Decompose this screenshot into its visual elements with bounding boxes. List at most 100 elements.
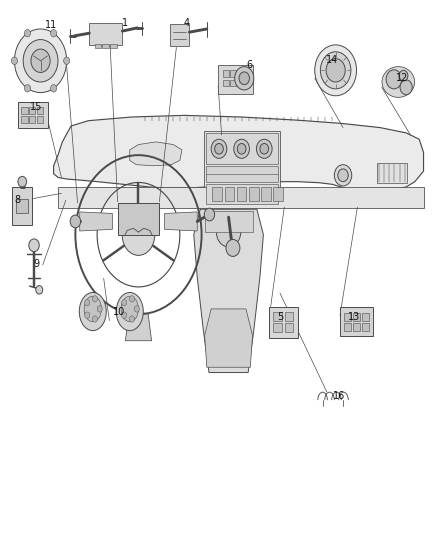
Ellipse shape [382,67,415,98]
Bar [218,65,253,94]
Bar [58,187,424,208]
Text: 11: 11 [45,20,57,30]
Circle shape [50,29,57,37]
Circle shape [11,57,18,64]
Polygon shape [165,212,197,231]
Circle shape [211,139,227,158]
Bar [261,187,271,201]
Circle shape [215,143,223,154]
Polygon shape [53,115,424,191]
Text: 5: 5 [277,312,283,322]
Circle shape [25,85,31,92]
Bar [21,107,28,114]
Bar [170,23,189,46]
Bar [353,313,360,320]
Bar [206,133,278,164]
Polygon shape [194,209,263,373]
Circle shape [92,296,98,302]
Bar [223,70,229,77]
Text: 10: 10 [113,306,125,317]
Bar [29,116,35,123]
Bar [362,323,369,331]
Bar [285,323,293,332]
Bar [344,323,351,331]
Polygon shape [125,313,152,341]
Bar [117,203,159,235]
Bar [95,44,102,48]
Circle shape [239,72,250,85]
Bar [89,22,122,45]
Bar [21,116,28,123]
Circle shape [400,80,412,95]
Circle shape [25,29,31,37]
Circle shape [234,139,250,158]
Text: 15: 15 [30,102,42,112]
Circle shape [204,208,215,221]
Text: 13: 13 [348,312,360,322]
Circle shape [399,70,408,81]
Circle shape [129,296,134,302]
Text: 6: 6 [247,60,253,70]
Circle shape [129,316,134,322]
Bar [340,308,373,336]
Bar [110,44,117,48]
Circle shape [134,306,139,312]
Circle shape [85,312,90,318]
Bar [212,187,222,201]
Bar [344,313,351,320]
Bar [273,312,282,320]
Text: 14: 14 [326,55,338,64]
Bar [362,313,369,320]
Circle shape [386,70,402,89]
Bar [225,187,234,201]
Bar [206,166,278,182]
Bar [353,323,360,331]
Circle shape [97,306,102,312]
Bar [18,102,47,127]
Circle shape [64,57,70,64]
Bar [273,323,282,332]
Text: 9: 9 [33,259,39,269]
Text: 8: 8 [15,195,21,205]
Circle shape [334,165,352,186]
Circle shape [326,59,345,82]
Text: 16: 16 [332,391,345,401]
Bar [237,187,247,201]
Bar [206,184,278,204]
Circle shape [321,52,351,89]
Circle shape [226,239,240,256]
Bar [102,44,110,48]
Bar [12,187,32,225]
Circle shape [18,176,27,187]
Bar [205,211,253,232]
Circle shape [23,39,58,82]
Bar [230,80,236,86]
Circle shape [70,215,81,228]
Bar [29,107,35,114]
Bar [223,80,229,86]
Ellipse shape [84,296,102,321]
Circle shape [121,312,127,318]
Circle shape [216,217,241,247]
Circle shape [315,45,357,96]
Bar [37,107,43,114]
Circle shape [256,139,272,158]
Bar [204,131,280,206]
Circle shape [85,300,90,306]
Circle shape [237,143,246,154]
Text: 4: 4 [183,18,189,28]
Circle shape [121,300,127,306]
Bar [16,199,28,214]
Ellipse shape [121,296,138,321]
Bar [273,187,283,201]
Circle shape [50,85,57,92]
Bar [285,312,293,320]
Text: 1: 1 [122,18,128,28]
Bar [249,187,258,201]
Ellipse shape [79,293,106,330]
Circle shape [338,169,348,182]
Polygon shape [130,142,182,166]
Bar [37,116,43,123]
Circle shape [31,49,50,72]
Text: 12: 12 [396,73,408,83]
